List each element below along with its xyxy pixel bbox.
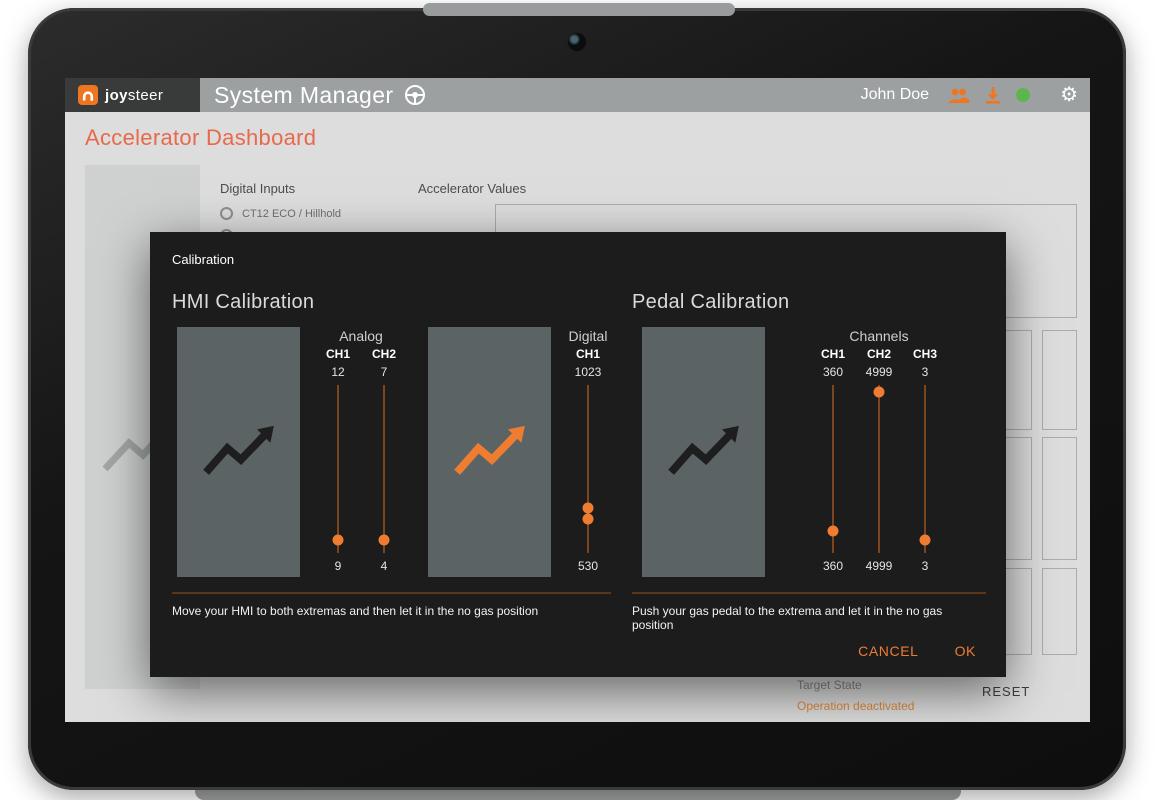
analog-label: Analog — [339, 328, 383, 344]
appbar-right: John Doe ⚙ — [861, 85, 1078, 105]
hmi-analog-ch2: CH2 7 4 — [371, 347, 396, 573]
value-box-2-side — [1042, 330, 1077, 430]
hmi-analog-ch1: CH1 12 9 — [325, 347, 350, 573]
radio-label: CT12 ECO / Hillhold — [242, 207, 342, 220]
joysteer-logo-icon — [78, 85, 98, 105]
trend-up-icon-active — [453, 425, 525, 475]
app-header: joysteer System Manager John Doe — [65, 78, 1090, 112]
slider-handle[interactable] — [919, 534, 931, 546]
slider-track[interactable] — [582, 385, 594, 553]
hmi-hint-text: Move your HMI to both extremas and then … — [172, 604, 539, 618]
channels-label: Channels — [849, 328, 909, 344]
download-icon[interactable] — [984, 86, 1002, 104]
ch-bottom-value: 3 — [921, 559, 929, 573]
app-title: System Manager — [214, 81, 394, 108]
hmi-digital-ch1: CH1 1023 530 — [574, 347, 602, 573]
slider-track[interactable] — [332, 385, 344, 553]
slider-track[interactable] — [827, 385, 839, 553]
value-box-4-side — [1042, 568, 1077, 655]
cancel-button[interactable]: CANCEL — [856, 639, 920, 663]
pedal-hint-text: Push your gas pedal to the extrema and l… — [632, 604, 943, 632]
ch-bottom-value: 360 — [822, 559, 844, 573]
target-state-value: Operation deactivated — [797, 699, 915, 713]
ok-button[interactable]: OK — [953, 639, 978, 663]
hmi-calibration-title: HMI Calibration — [172, 291, 315, 313]
digital-input-option[interactable]: CT12 ECO / Hillhold — [220, 207, 341, 220]
target-state: Target State Operation deactivated — [797, 678, 914, 713]
digital-label: Digital — [568, 328, 608, 344]
ch-top-value: 7 — [380, 365, 388, 379]
slider-track[interactable] — [919, 385, 931, 553]
section-divider — [172, 592, 611, 594]
trend-up-icon — [667, 425, 739, 475]
ch-top-value: 1023 — [574, 365, 602, 379]
trend-up-icon — [202, 425, 274, 475]
dialog-title: Calibration — [172, 252, 235, 267]
ch-bottom-value: 530 — [577, 559, 599, 573]
calibration-dialog: Calibration HMI Calibration Analog — [150, 232, 1006, 677]
ch-top-value: 360 — [822, 365, 844, 379]
settings-gear-icon[interactable]: ⚙ — [1060, 84, 1078, 106]
calibration-sections: HMI Calibration Analog — [150, 291, 1006, 632]
tablet-frame: joysteer System Manager John Doe — [28, 8, 1126, 790]
joysteer-logo: joysteer — [65, 78, 200, 112]
section-divider — [632, 592, 986, 594]
ch-bottom-value: 4 — [380, 559, 388, 573]
slider-handle[interactable] — [582, 502, 594, 514]
slider-track[interactable] — [873, 385, 885, 553]
hmi-digital-graph-panel — [428, 327, 551, 577]
pedal-ch3: CH3 3 3 — [912, 347, 937, 573]
pedal-calibration-section: Pedal Calibration Channels — [632, 291, 986, 632]
ch-top-value: 3 — [921, 365, 929, 379]
front-camera-icon — [568, 33, 586, 51]
reset-button[interactable]: RESET — [982, 684, 1031, 699]
slider-handle[interactable] — [873, 386, 885, 398]
pedal-ch2: CH2 4999 4999 — [865, 347, 893, 573]
slider-handle[interactable] — [332, 534, 344, 546]
users-icon[interactable] — [947, 87, 970, 104]
tablet-top-button — [423, 3, 735, 16]
value-box-3-side — [1042, 437, 1077, 560]
appbar-main: System Manager John Doe — [200, 78, 1090, 112]
ch-bottom-value: 9 — [334, 559, 342, 573]
steering-wheel-icon — [405, 85, 426, 105]
hmi-analog-graph-panel — [177, 327, 300, 577]
dialog-actions: CANCEL OK — [856, 639, 978, 663]
slider-handle[interactable] — [827, 525, 839, 537]
digital-inputs-label: Digital Inputs — [220, 181, 296, 196]
hmi-analog-sliders: Analog CH1 12 9 — [315, 327, 407, 577]
accelerator-values-label: Accelerator Values — [418, 181, 527, 196]
ch-top-value: 12 — [331, 365, 345, 379]
user-name: John Doe — [860, 86, 930, 103]
slider-track[interactable] — [378, 385, 390, 553]
digital-inputs-group: Digital Inputs CT12 ECO / Hillhold — [220, 181, 341, 242]
app-screen: joysteer System Manager John Doe — [65, 78, 1090, 722]
ch-top-value: 4999 — [865, 365, 893, 379]
hmi-calibration-section: HMI Calibration Analog — [172, 291, 611, 632]
slider-handle[interactable] — [378, 534, 390, 546]
hmi-digital-sliders: Digital CH1 1023 530 — [565, 327, 611, 577]
connection-status-icon — [1016, 88, 1031, 102]
pedal-ch1: CH1 360 360 — [820, 347, 845, 573]
pedal-calibration-title: Pedal Calibration — [632, 291, 790, 313]
page-title: Accelerator Dashboard — [85, 125, 317, 150]
radio-icon[interactable] — [220, 207, 233, 220]
pedal-graph-panel — [642, 327, 765, 577]
slider-handle[interactable] — [582, 513, 594, 525]
logo-text: joysteer — [105, 86, 164, 104]
target-state-label: Target State — [797, 678, 862, 692]
ch-bottom-value: 4999 — [865, 559, 893, 573]
pedal-sliders: Channels CH1 360 360 — [810, 327, 948, 577]
